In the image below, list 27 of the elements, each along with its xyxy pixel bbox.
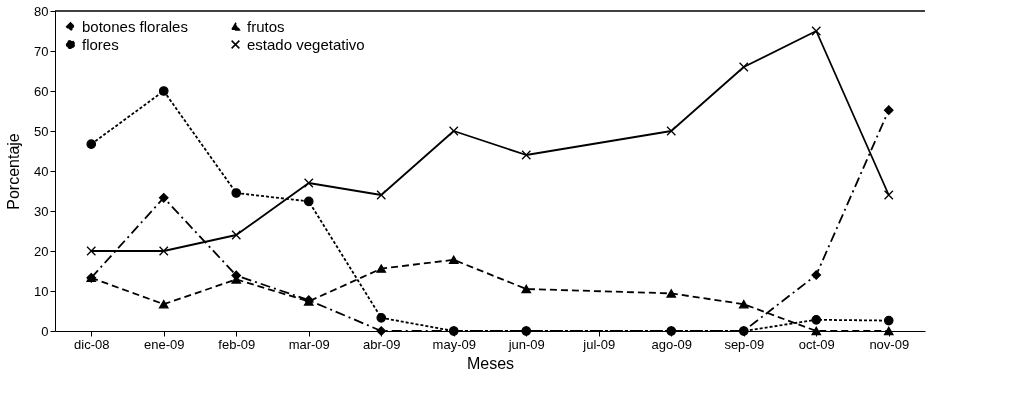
y-tick-label: 50 bbox=[34, 123, 49, 139]
x-tick-label: ago-09 bbox=[651, 336, 692, 352]
y-tick-label: 0 bbox=[41, 323, 49, 339]
x-tick-label: oct-09 bbox=[798, 336, 835, 352]
x-tick-label: feb-09 bbox=[218, 336, 256, 352]
x-tick-label: jun-09 bbox=[507, 336, 545, 352]
x-tick-label: mar-09 bbox=[288, 336, 330, 352]
x-tick-label: ene-09 bbox=[144, 336, 185, 352]
y-tick-label: 70 bbox=[34, 43, 49, 59]
x-axis-title: Meses bbox=[466, 354, 515, 372]
legend-label: estado vegetativo bbox=[247, 35, 365, 53]
y-tick-label: 60 bbox=[34, 83, 49, 99]
legend-label: botones florales bbox=[82, 17, 188, 35]
x-tick-label: jul-09 bbox=[582, 336, 616, 352]
legend-label: flores bbox=[82, 35, 119, 53]
x-tick-label: dic-08 bbox=[74, 336, 110, 352]
x-tick-label: sep-09 bbox=[724, 336, 765, 352]
x-tick-label: may-09 bbox=[432, 336, 476, 352]
x-tick-label: abr-09 bbox=[362, 336, 401, 352]
y-tick-label: 20 bbox=[34, 243, 49, 259]
legend-label: frutos bbox=[247, 17, 285, 35]
y-tick-label: 40 bbox=[34, 163, 49, 179]
y-tick-label: 80 bbox=[34, 3, 49, 19]
y-tick-label: 30 bbox=[34, 203, 49, 219]
y-axis-title: Porcentaje bbox=[5, 133, 23, 210]
y-tick-label: 10 bbox=[34, 283, 49, 299]
x-tick-label: nov-09 bbox=[869, 336, 910, 352]
